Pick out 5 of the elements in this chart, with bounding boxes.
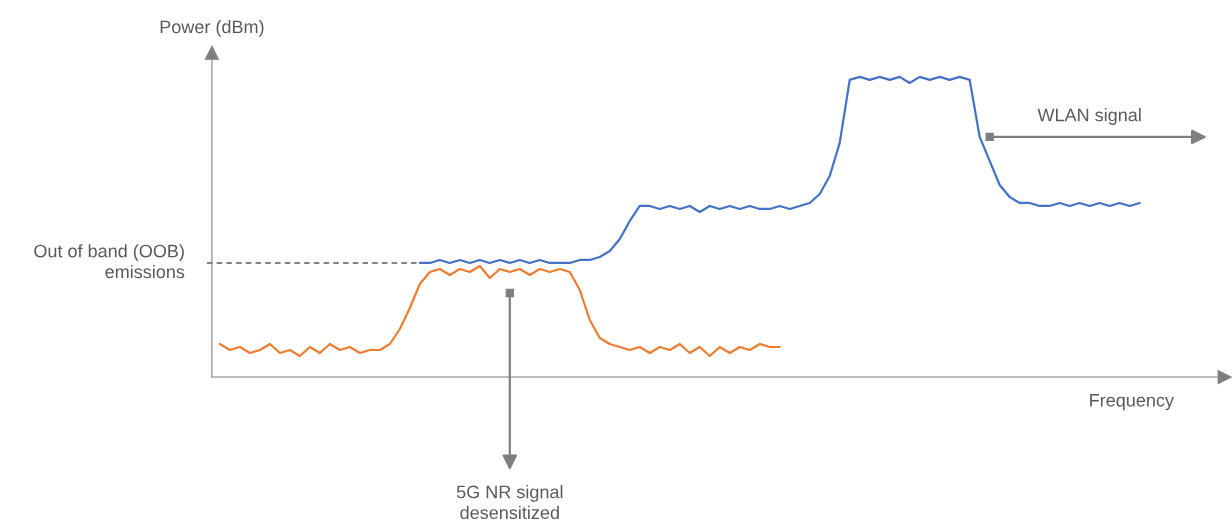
text: 5G NR signal desensitized [456,485,563,520]
annotation: WLAN signal [1037,108,1141,125]
ref-line-label: Out of band (OOB) emissions [34,244,185,279]
x-axis-title: Frequency [1090,394,1174,411]
y-axis-title: Power (dBm) [160,20,264,37]
